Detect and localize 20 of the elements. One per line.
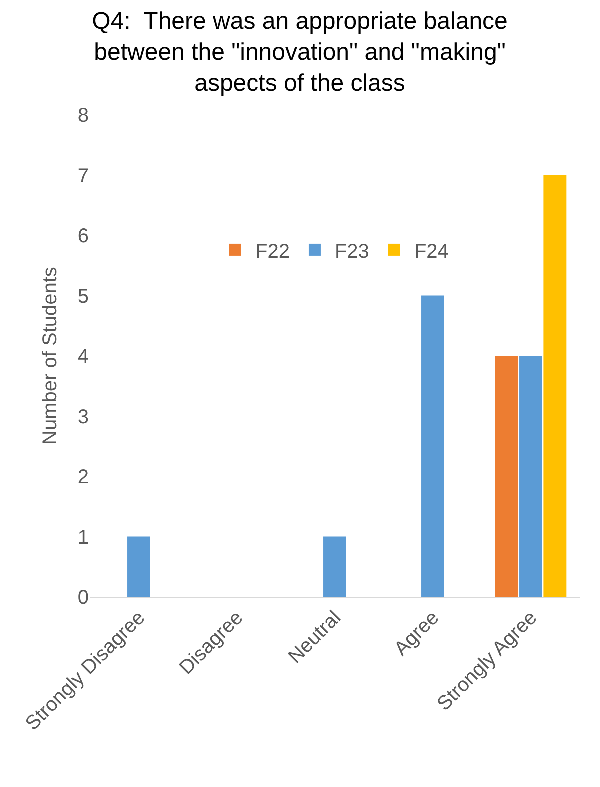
bar: [422, 296, 444, 597]
y-tick-label: 1: [78, 526, 89, 549]
y-tick-label: 3: [78, 406, 89, 428]
legend-label: F22: [256, 240, 290, 263]
y-tick-label: 2: [78, 466, 89, 488]
y-tick-label: 4: [78, 346, 89, 368]
y-tick-label: 8: [78, 105, 89, 127]
y-tick-label: 5: [78, 286, 89, 308]
legend-label: F24: [414, 240, 449, 263]
bar: [544, 175, 567, 597]
bar: [128, 536, 150, 597]
chart-title: Q4: There was an appropriate balance between the "innovation" and "making" aspects of the class: [92, 8, 508, 98]
y-tick-label: 7: [78, 165, 89, 188]
y-tick-label: 6: [78, 226, 89, 248]
bar: [324, 536, 346, 597]
legend-label: F23: [334, 240, 370, 263]
bar: [495, 356, 518, 597]
y-tick-label: 0: [78, 587, 89, 609]
y-axis-title: Number of Students: [39, 267, 62, 445]
bar: [520, 356, 542, 597]
